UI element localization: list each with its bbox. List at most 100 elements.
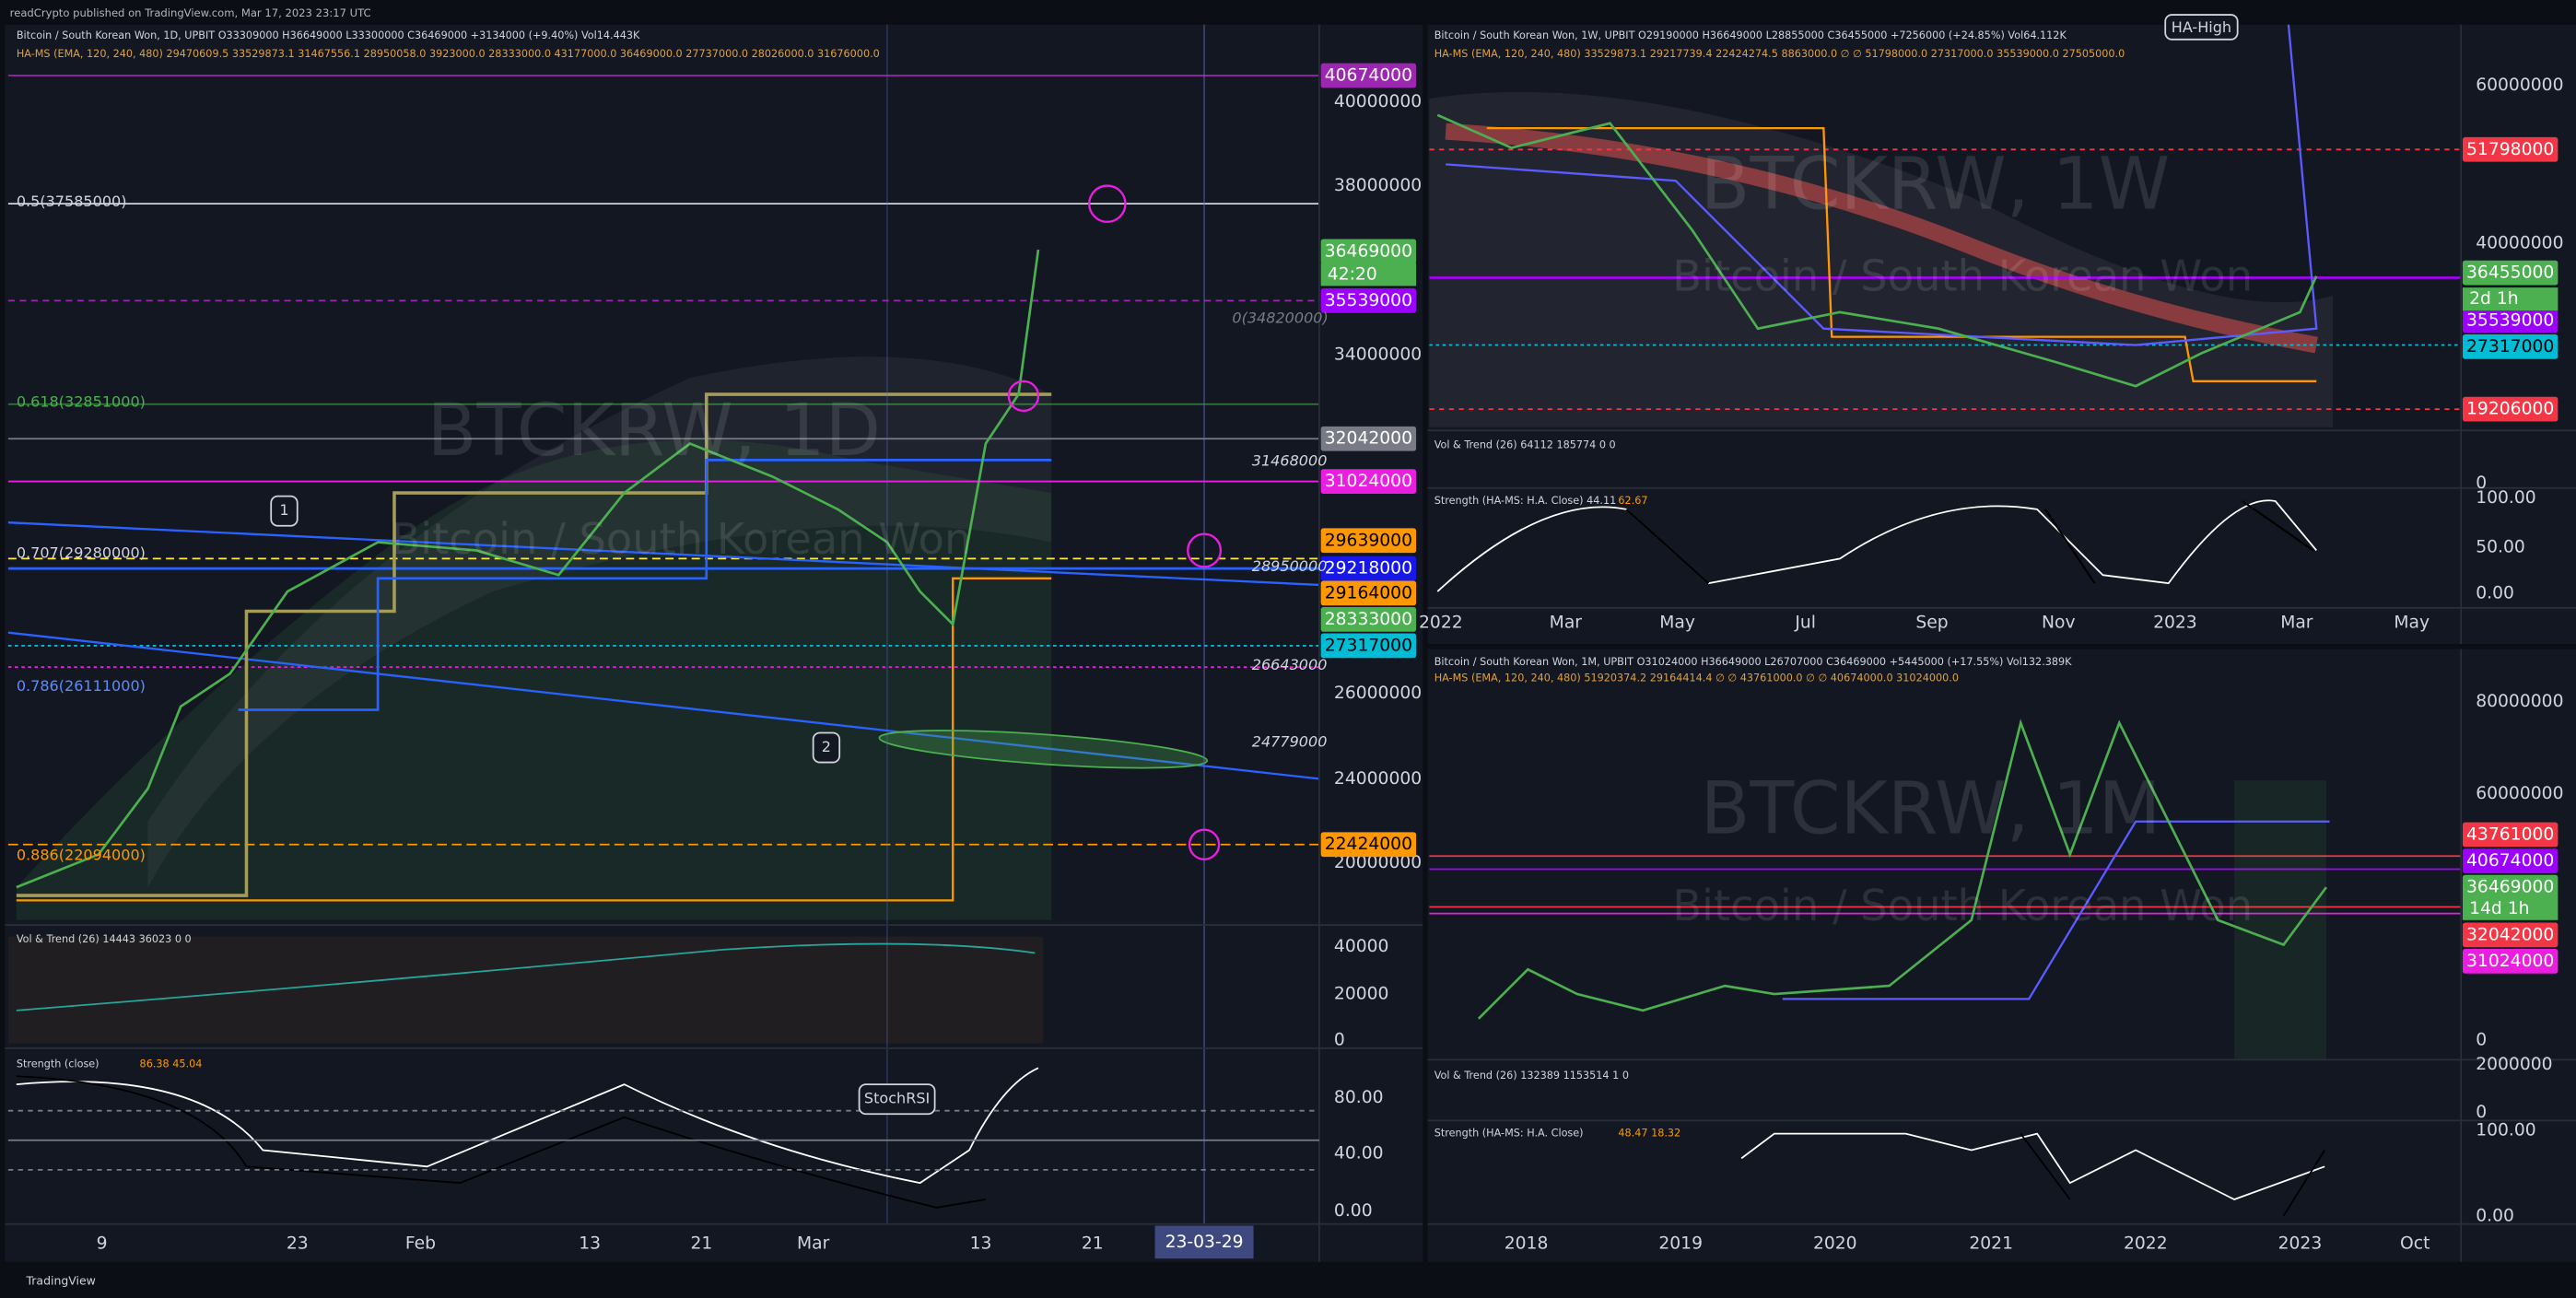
marker-box (2164, 14, 2239, 41)
price-axis-label: 60000000 (2476, 784, 2563, 803)
strength-values: 48.47 18.32 (1618, 1128, 1680, 1140)
strength-legend: Strength (close) (17, 1058, 100, 1070)
price-label: 28333000 (1325, 610, 1412, 629)
time-axis-label: 2019 (1658, 1234, 1703, 1254)
marker-box (270, 495, 299, 527)
marker: HA-High (2172, 18, 2231, 36)
time-axis-label: 21 (690, 1234, 712, 1254)
countdown-box (2462, 287, 2558, 311)
time-axis-label: May (2394, 613, 2430, 632)
price-label: 22424000 (1325, 835, 1412, 854)
price-label-box (1320, 580, 1417, 606)
price-label: 29218000 (1325, 559, 1412, 579)
volume-axis-label: 20000 (1334, 985, 1389, 1004)
watermark: Bitcoin / South Korean Won (1672, 251, 2253, 301)
price-label: 35539000 (1325, 291, 1412, 310)
strength-axis-label: 50.00 (2476, 537, 2525, 556)
volume-axis-label: 40000 (1334, 937, 1389, 956)
time-axis-label: Mar (2280, 613, 2313, 632)
volume-axis-label: 0 (1334, 1030, 1345, 1049)
watermark: Bitcoin / South Korean Won (391, 514, 971, 564)
price-label: 27317000 (2466, 337, 2554, 357)
price-axis-label: 34000000 (1334, 345, 1422, 365)
time-axis-label: 2018 (1505, 1234, 1549, 1254)
price-axis-label: 26000000 (1334, 684, 1422, 703)
price-label-box (2462, 874, 2558, 900)
volume-legend: Vol & Trend (26) 132389 1153514 1 0 (1434, 1070, 1629, 1082)
fib-annotation: 28950000 (1252, 557, 1328, 575)
price-axis-label: 60000000 (2476, 76, 2563, 95)
legend: Bitcoin / South Korean Won, 1D, UPBIT O3… (17, 29, 640, 41)
watermark: Bitcoin / South Korean Won (1672, 881, 2253, 930)
price-axis-label: 40000000 (2476, 233, 2563, 252)
fib-annotation: 24779000 (1252, 733, 1328, 751)
price-label: 19206000 (2466, 400, 2554, 419)
marker: StochRSI (864, 1090, 930, 1107)
strength-axis-label: 80.00 (1334, 1088, 1384, 1107)
strength-values: 62.67 (1618, 495, 1647, 507)
strength-axis-label: 100.00 (2476, 1121, 2535, 1140)
fib-annotation: 0.707(29280000) (17, 544, 146, 562)
monthly-panel (1427, 649, 2576, 1262)
strength-axis-label: 0.00 (2476, 1206, 2514, 1225)
price-label-box (1320, 288, 1417, 313)
price-label: 43761000 (2466, 825, 2554, 845)
watermark: BTCKRW, 1M (1701, 766, 2161, 850)
strength-axis-label: 100.00 (2476, 488, 2535, 508)
time-axis-label: Jul (1794, 613, 1816, 632)
fib-annotation: 0.5(37585000) (17, 193, 127, 210)
volume-legend: Vol & Trend (26) 14443 36023 0 0 (17, 933, 192, 945)
price-label: 36455000 (2466, 263, 2554, 283)
price-label-box (2462, 922, 2558, 948)
time-axis-label: 21 (1082, 1234, 1104, 1254)
cursor-date: 23-03-29 (1165, 1233, 1244, 1252)
marker-box (858, 1083, 936, 1116)
footer-bar (0, 1265, 2576, 1298)
watermark: BTCKRW, 1D (427, 388, 881, 473)
price-label-box (2462, 333, 2558, 359)
countdown: 42:20 (1328, 264, 1377, 284)
publisher: readCrypto published on TradingView.com,… (10, 6, 371, 19)
fib-annotation: 26643000 (1252, 656, 1328, 673)
time-axis-label: 2020 (1813, 1234, 1857, 1254)
time-axis-label: May (1659, 613, 1695, 632)
price-axis-label: 0 (2476, 1030, 2487, 1049)
weekly-decor (1427, 24, 2576, 645)
time-axis-label: 2021 (1969, 1234, 2013, 1254)
price-label-box (2462, 948, 2558, 974)
time-axis-label: Nov (2042, 613, 2076, 632)
countdown: 2d 1h (2469, 289, 2519, 309)
marker: 2 (822, 738, 831, 755)
monthly-decor (1427, 649, 2576, 1262)
price-label: 40674000 (1325, 66, 1412, 86)
countdown: 14d 1h (2469, 899, 2529, 918)
price-label-box (2462, 136, 2558, 162)
price-label-box (1320, 239, 1417, 264)
daily-decor (5, 24, 1423, 1262)
price-label: 40674000 (2466, 851, 2554, 871)
price-label-box (2462, 308, 2558, 333)
price-label-box (1320, 633, 1417, 659)
strength-axis-label: 0.00 (1334, 1201, 1373, 1221)
watermark: BTCKRW, 1W (1701, 142, 2171, 227)
strength-legend: Strength (HA-MS: H.A. Close) 44.11 (1434, 495, 1617, 507)
legend: Bitcoin / South Korean Won, 1W, UPBIT O2… (1434, 29, 2067, 41)
price-label: 31024000 (2466, 952, 2554, 971)
legend: HA-MS (EMA, 120, 240, 480) 33529873.1 29… (1434, 48, 2125, 60)
legend: Bitcoin / South Korean Won, 1M, UPBIT O3… (1434, 656, 2072, 668)
price-axis-label: 24000000 (1334, 769, 1422, 789)
price-label-box (1320, 426, 1417, 451)
legend: HA-MS (EMA, 120, 240, 480) 51920374.2 29… (1434, 672, 1959, 684)
price-label-box (1320, 832, 1417, 858)
price-label-box (1320, 528, 1417, 554)
time-axis-label: 9 (97, 1234, 108, 1254)
fib-annotation: 0.886(22094000) (17, 847, 146, 864)
time-axis-label: 2023 (2278, 1234, 2323, 1254)
price-label: 27317000 (1325, 636, 1412, 655)
volume-axis-label: 0 (2476, 1103, 2487, 1122)
time-axis-label: 13 (970, 1234, 992, 1254)
cursor-date-box (1154, 1225, 1254, 1259)
price-label: 35539000 (2466, 310, 2554, 330)
legend: HA-MS (EMA, 120, 240, 480) 29470609.5 33… (17, 48, 880, 60)
time-axis-label: 2023 (2153, 613, 2197, 632)
